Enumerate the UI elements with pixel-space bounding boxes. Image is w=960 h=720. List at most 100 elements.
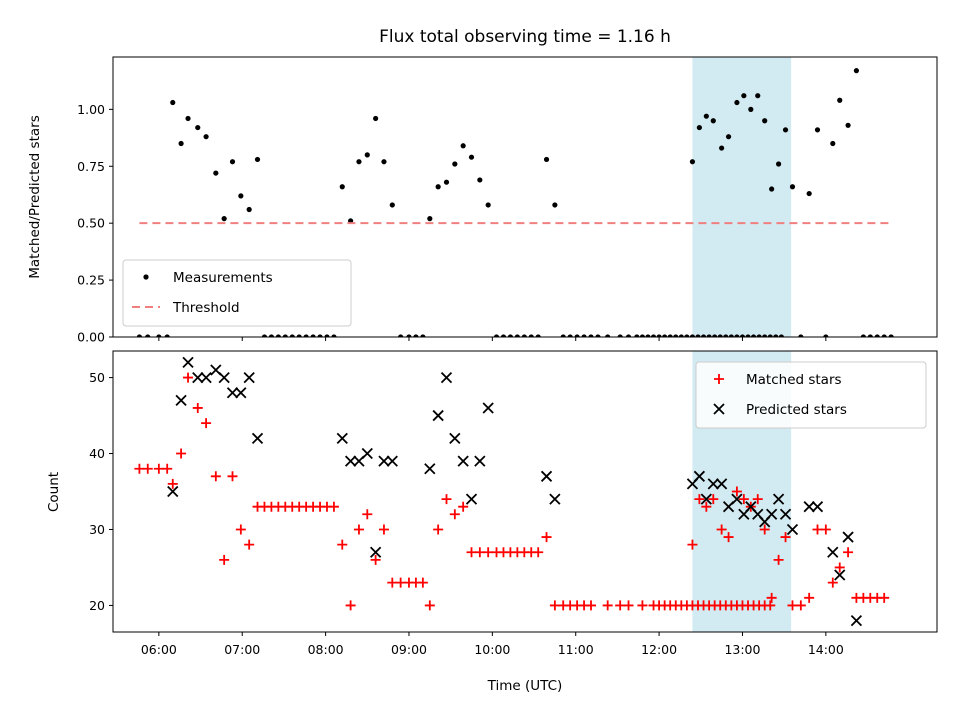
measurement-point (778, 334, 784, 337)
measurement-point (717, 334, 723, 337)
matched-stars-point (210, 471, 221, 482)
predicted-stars-point (344, 455, 357, 467)
predicted-stars-point (482, 402, 494, 414)
matched-stars-point (433, 524, 444, 535)
matched-stars-point (533, 547, 544, 558)
predicted-stars-point (713, 403, 725, 415)
measurement-point (789, 184, 796, 190)
predicted-stars-point (693, 470, 706, 482)
matched-stars-point (723, 532, 734, 543)
legend: Matched stars Predicted stars (695, 361, 927, 429)
measurement-point (888, 334, 894, 337)
predicted-stars-point (218, 371, 230, 384)
measurement-point (775, 161, 782, 167)
measurement-point (156, 334, 162, 337)
x-tick-label: 08:00 (308, 642, 344, 657)
bottom-plot-panel: 20 30 40 50 06:00 07:00 08:00 09:00 10:00 11:00 12… (89, 350, 938, 657)
predicted-stars-point (540, 470, 553, 482)
matched-stars-point (466, 547, 477, 558)
measurement-point (645, 334, 651, 337)
measurement-point (317, 334, 323, 337)
matched-stars-point (759, 524, 770, 535)
legend-box (695, 361, 927, 429)
predicted-stars-point (424, 463, 436, 475)
measurement-point (741, 93, 747, 99)
predicted-stars-point (440, 371, 453, 384)
matched-stars-point (766, 592, 777, 603)
predicted-stars-point (465, 493, 478, 505)
matched-stars-point (370, 554, 381, 565)
top-y-axis-label: Matched/Predicted stars (27, 115, 43, 278)
measurement-point (136, 334, 143, 337)
measurement-point (696, 124, 702, 131)
y-tick-label: 0.00 (77, 330, 105, 345)
predicted-stars-point (549, 493, 561, 505)
predicted-stars-point (235, 387, 247, 399)
measurement-point (246, 206, 252, 213)
predicted-stars-point (842, 531, 854, 543)
measurement-point (678, 334, 684, 337)
matched-stars-point (541, 532, 552, 543)
measurement-point (389, 202, 395, 208)
measurement-point (725, 134, 732, 140)
measurement-point (282, 334, 288, 337)
measurement-point (514, 334, 520, 337)
measurement-point (373, 115, 379, 122)
y-tick-label: 0.25 (77, 273, 105, 288)
measurement-point (773, 334, 779, 337)
matched-stars-point (773, 554, 784, 565)
matched-stars-point (834, 562, 845, 573)
matched-stars-point (602, 600, 613, 611)
measurement-point (706, 334, 712, 337)
measurement-point (289, 334, 295, 337)
predicted-stars-point (766, 508, 778, 520)
x-tick-label: 06:00 (141, 642, 177, 657)
measurement-point (331, 334, 337, 337)
measurement-point (881, 334, 887, 337)
measurement-point (762, 118, 768, 124)
matched-stars-point (458, 501, 469, 512)
measurement-point (728, 334, 734, 337)
matched-stars-point (235, 524, 246, 535)
matched-stars-point (395, 577, 406, 588)
measurement-point (229, 159, 236, 165)
matched-stars-point (353, 524, 364, 535)
measurement-point (381, 159, 387, 165)
matched-stars-point (176, 448, 187, 459)
measurement-point (837, 97, 843, 103)
measurement-point (673, 334, 679, 337)
plot-area (134, 356, 890, 627)
measurement-point (213, 170, 219, 176)
matched-stars-point (827, 577, 838, 588)
predicted-stars-point (200, 371, 212, 384)
matched-stars-point (441, 494, 452, 505)
predicted-stars-point (715, 478, 728, 490)
legend-label: Matched stars (746, 372, 842, 388)
x-tick-label: 07:00 (224, 642, 260, 657)
predicted-stars-point (779, 508, 792, 520)
measurement-point (830, 140, 836, 147)
measurement-point (667, 334, 673, 337)
matched-stars-point (201, 418, 212, 429)
measurement-point (528, 334, 534, 337)
matched-stars-point (362, 509, 373, 520)
measurement-point (748, 106, 754, 112)
predicted-stars-point (700, 493, 712, 505)
measurement-point (427, 216, 433, 222)
measurement-point (275, 334, 281, 337)
y-tick-label: 0.75 (77, 159, 105, 174)
chart-title: Flux total observing time = 1.16 h (379, 27, 671, 47)
measurement-point (507, 334, 514, 337)
matched-stars-point (387, 577, 398, 588)
measurement-point (617, 334, 623, 337)
measurement-point (543, 156, 550, 163)
matched-stars-point (167, 478, 178, 489)
matched-stars-point (474, 547, 485, 558)
measurement-point (460, 143, 466, 149)
measurement-point (634, 334, 640, 337)
matched-stars-point (586, 600, 597, 611)
matched-stars-point (227, 471, 238, 482)
measurement-point (650, 334, 657, 337)
measurement-point (406, 334, 412, 337)
legend-label: Predicted stars (746, 402, 847, 418)
